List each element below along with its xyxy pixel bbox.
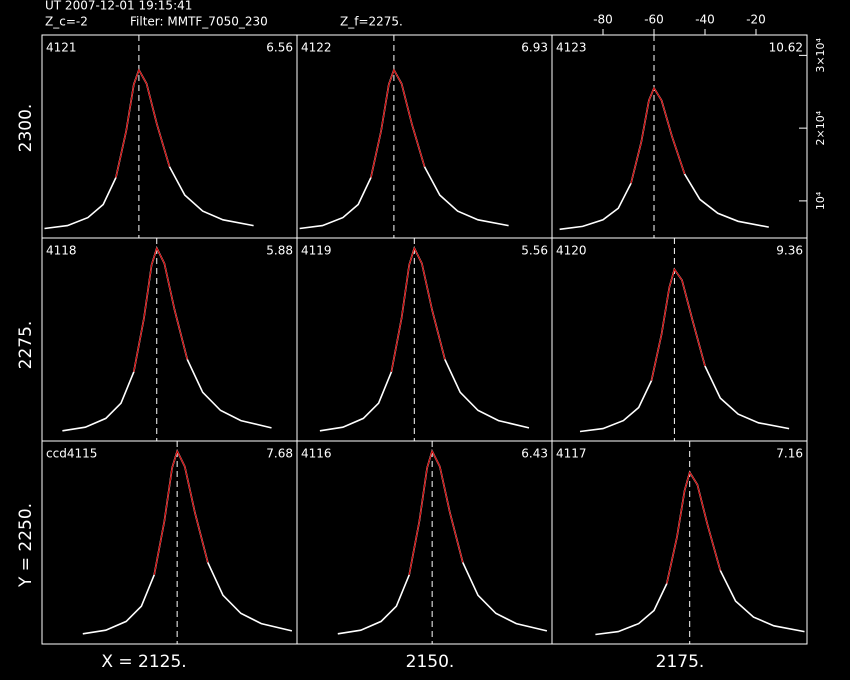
panel-annotation: 6.93 bbox=[521, 41, 548, 55]
panel-title: ccd4115 bbox=[46, 447, 97, 461]
panel-frame bbox=[41, 34, 298, 239]
y-tick-label: 10⁴ bbox=[814, 191, 827, 210]
panel-title: 4116 bbox=[301, 447, 332, 461]
panel-frame bbox=[41, 440, 298, 645]
zc: Z_c=-2 bbox=[45, 15, 88, 29]
x-tick-label: -80 bbox=[593, 13, 613, 27]
panel-title: 4117 bbox=[556, 447, 587, 461]
profile-line bbox=[579, 267, 790, 433]
panel-title: 4120 bbox=[556, 244, 587, 258]
panel-frame bbox=[551, 34, 808, 239]
profile-line bbox=[390, 246, 446, 373]
panel-annotation: 6.43 bbox=[521, 447, 548, 461]
date: UT 2007-12-01 19:15:41 bbox=[45, 0, 192, 13]
filter: Filter: MMTF_7050_230 bbox=[130, 15, 268, 29]
panel-frame bbox=[296, 237, 553, 442]
panel-frame bbox=[41, 237, 298, 442]
panel-frame bbox=[551, 237, 808, 442]
row-label: 2275. bbox=[16, 321, 36, 370]
panel-annotation: 5.56 bbox=[521, 244, 548, 258]
panel-title: 4119 bbox=[301, 244, 332, 258]
col-label: 2150. bbox=[406, 652, 455, 672]
zf: Z_f=2275. bbox=[340, 15, 403, 29]
panel-annotation: 10.62 bbox=[769, 41, 803, 55]
profile-line bbox=[666, 470, 721, 584]
panel-annotation: 6.56 bbox=[266, 41, 293, 55]
x-tick-label: -40 bbox=[695, 13, 715, 27]
panel-annotation: 7.16 bbox=[776, 447, 803, 461]
row-label: Y = 2250. bbox=[16, 503, 36, 588]
panel-title: 4122 bbox=[301, 41, 332, 55]
panel-frame bbox=[551, 440, 808, 645]
panel-title: 4123 bbox=[556, 41, 587, 55]
panel-annotation: 9.36 bbox=[776, 244, 803, 258]
profile-line bbox=[650, 267, 706, 381]
y-tick-label: 3×10⁴ bbox=[814, 37, 827, 72]
panel-title: 4121 bbox=[46, 41, 77, 55]
panel-frame bbox=[296, 34, 553, 239]
panel-annotation: 5.88 bbox=[266, 244, 293, 258]
y-tick-label: 2×10⁴ bbox=[814, 110, 827, 145]
col-label: X = 2125. bbox=[101, 652, 186, 672]
row-label: 2300. bbox=[16, 104, 36, 153]
col-label: 2175. bbox=[656, 652, 705, 672]
profile-line bbox=[133, 246, 188, 373]
x-tick-label: -60 bbox=[644, 13, 664, 27]
panel-frame bbox=[296, 440, 553, 645]
profile-line bbox=[408, 449, 464, 576]
profile-line bbox=[115, 68, 171, 178]
profile-line bbox=[370, 68, 426, 178]
profile-line bbox=[153, 449, 209, 576]
profile-line bbox=[630, 86, 686, 184]
panel-annotation: 7.68 bbox=[266, 447, 293, 461]
x-tick-label: -20 bbox=[746, 13, 766, 27]
panel-title: 4118 bbox=[46, 244, 77, 258]
